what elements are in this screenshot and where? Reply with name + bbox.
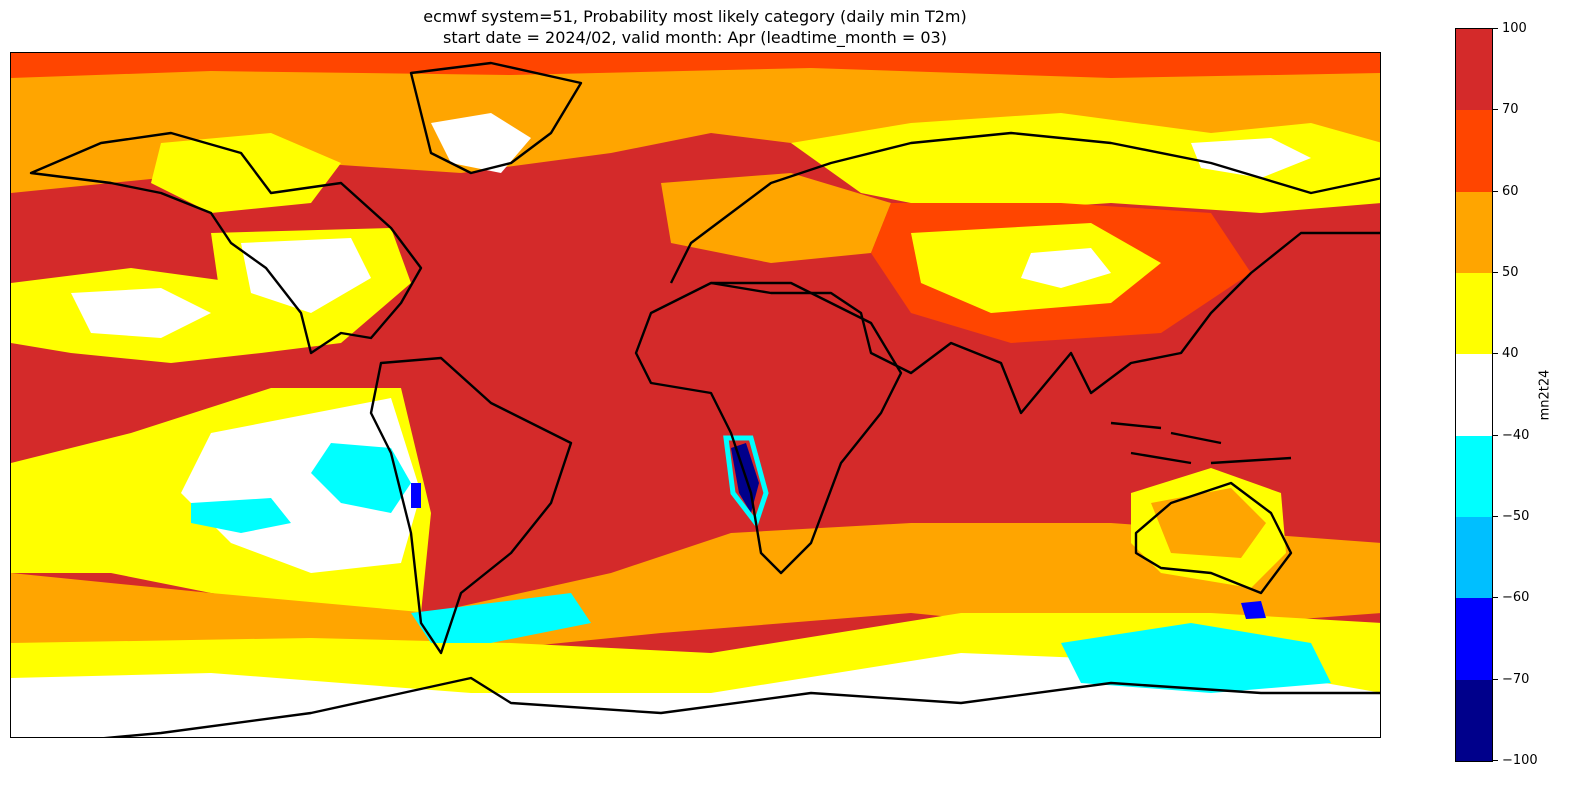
australia-orange <box>1151 488 1266 558</box>
colorbar-tick-label: −50 <box>1493 510 1529 524</box>
colorbar-bin-1 <box>1456 110 1492 193</box>
siberia-yellow-region <box>791 113 1380 213</box>
colorbar-tick-label: 40 <box>1493 347 1519 361</box>
colorbar-bin-2 <box>1456 191 1492 274</box>
chile-blue-spot <box>411 483 421 508</box>
greenland-coastline <box>409 61 583 175</box>
npacific-white-patch <box>71 288 211 338</box>
southern-blue-spot <box>1241 601 1266 619</box>
siberia-white-patch <box>1191 138 1311 178</box>
title-line-2: start date = 2024/02, valid month: Apr (… <box>443 28 947 47</box>
namibia-cyan-ring <box>723 435 769 529</box>
colorbar-tick-label: −100 <box>1493 754 1538 768</box>
spacific-cyan-patch <box>311 443 411 513</box>
colorbar <box>1455 28 1493 762</box>
antarctica-white-band <box>11 653 1380 737</box>
canada-yellow-patch <box>151 133 341 213</box>
colorbar-label: mn2t24 <box>1537 369 1553 421</box>
eurasia-coastline <box>669 131 1380 415</box>
figure-title: ecmwf system=51, Probability most likely… <box>0 6 1390 48</box>
coastlines <box>29 61 1380 737</box>
usa-white-patch <box>241 238 371 313</box>
south-america-coastline <box>369 356 573 655</box>
colorbar-tick-label: 100 <box>1493 22 1527 36</box>
colorbar-bin-8 <box>1456 679 1492 762</box>
europe-orange-region <box>661 173 891 263</box>
spacific-cyan-patch-2 <box>191 498 291 533</box>
australia-coastline <box>1134 481 1293 595</box>
indonesia-coastline <box>1110 421 1292 465</box>
map-panel <box>10 52 1381 738</box>
greenland-white-patch <box>431 113 531 173</box>
asia-white-patch <box>1021 248 1111 288</box>
africa-coastline <box>634 281 903 575</box>
north-america-coastline <box>29 131 423 355</box>
colorbar-tick-label: 50 <box>1493 266 1519 280</box>
colorbar-bin-5 <box>1456 435 1492 518</box>
colorbar-bin-3 <box>1456 273 1492 355</box>
antarctica-coastline <box>103 676 1380 737</box>
colorbar-tick-label: 70 <box>1493 103 1519 117</box>
southern-cyan-patch-2 <box>1061 623 1331 693</box>
arctic-redorange-band <box>11 53 1380 78</box>
southern-cyan-patch-1 <box>411 593 591 643</box>
colorbar-bin-0 <box>1456 29 1492 111</box>
colorbar-bin-7 <box>1456 598 1492 681</box>
probability-map <box>11 53 1380 737</box>
colorbar-tick-label: −40 <box>1493 428 1529 443</box>
title-line-1: ecmwf system=51, Probability most likely… <box>423 7 967 26</box>
colorbar-bin-4 <box>1456 354 1492 437</box>
colorbar-bin-6 <box>1456 517 1492 599</box>
colorbar-tick-label: −70 <box>1493 672 1529 687</box>
colorbar-tick-label: 60 <box>1493 184 1519 199</box>
colorbar-tick-label: −60 <box>1493 591 1529 605</box>
